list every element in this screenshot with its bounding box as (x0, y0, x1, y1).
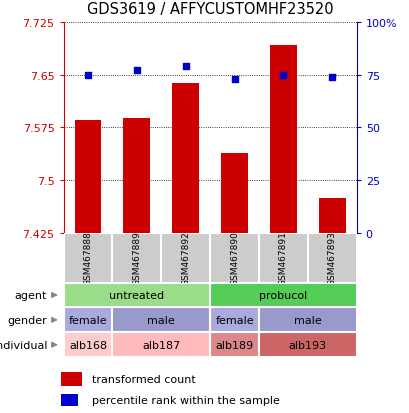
Bar (123, 119, 150, 233)
Title: GDS3619 / AFFYCUSTOMHF23520: GDS3619 / AFFYCUSTOMHF23520 (87, 2, 333, 17)
Point (133, 68, 140, 74)
Point (279, 72, 286, 79)
Bar (307, 233, 356, 283)
Text: female: female (68, 315, 107, 325)
Text: agent: agent (15, 290, 47, 300)
Text: GSM467890: GSM467890 (229, 231, 238, 285)
Text: individual: individual (0, 340, 47, 350)
Text: alb168: alb168 (69, 340, 107, 350)
Text: probucol: probucol (258, 290, 307, 300)
Text: percentile rank within the sample: percentile rank within the sample (91, 395, 279, 405)
Text: GSM467892: GSM467892 (181, 231, 190, 285)
Text: male: male (147, 315, 175, 325)
Point (328, 74, 335, 81)
Bar (258, 233, 307, 283)
Bar (318, 198, 345, 233)
Bar (74, 121, 101, 233)
Text: alb189: alb189 (215, 340, 253, 350)
Bar (209, 233, 258, 283)
Bar (161, 233, 210, 283)
Point (85, 72, 91, 79)
Bar (112, 332, 209, 357)
Bar (63, 283, 209, 308)
Point (182, 64, 189, 70)
Text: female: female (215, 315, 253, 325)
Text: GSM467891: GSM467891 (278, 231, 287, 285)
Bar (61, 394, 78, 406)
Text: transformed count: transformed count (91, 374, 195, 384)
Bar (112, 233, 161, 283)
Bar (269, 46, 296, 233)
Text: alb193: alb193 (288, 340, 326, 350)
Bar (258, 332, 356, 357)
Text: alb187: alb187 (142, 340, 180, 350)
Text: GSM467889: GSM467889 (132, 231, 141, 285)
Bar (209, 283, 356, 308)
Bar (63, 332, 112, 357)
Text: untreated: untreated (109, 290, 164, 300)
Bar (220, 154, 247, 233)
Point (231, 76, 237, 83)
Bar (209, 332, 258, 357)
Text: GSM467893: GSM467893 (327, 231, 336, 285)
Bar (172, 84, 199, 233)
Bar (63, 308, 112, 332)
Bar (63, 233, 112, 283)
Bar (209, 308, 258, 332)
Bar (258, 308, 356, 332)
Text: gender: gender (7, 315, 47, 325)
Bar (112, 308, 209, 332)
Text: GSM467888: GSM467888 (83, 231, 92, 285)
Bar (61, 373, 82, 386)
Text: male: male (293, 315, 321, 325)
